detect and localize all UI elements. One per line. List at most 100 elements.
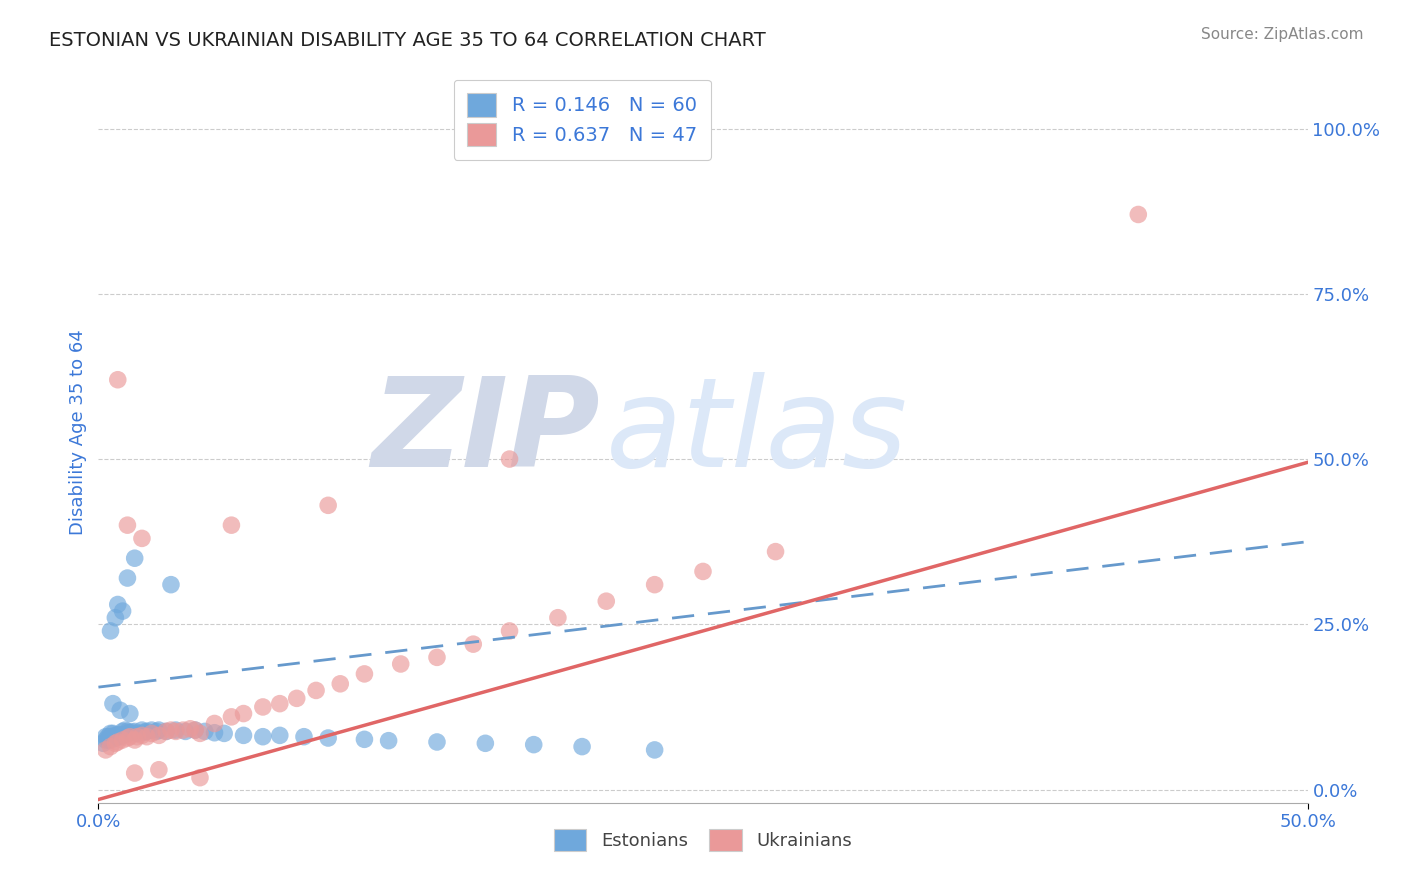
- Point: [463, 637, 485, 651]
- Point: [292, 730, 315, 744]
- Point: [104, 611, 127, 625]
- Point: [108, 730, 131, 744]
- Point: [124, 766, 146, 780]
- Point: [148, 763, 170, 777]
- Point: [426, 650, 449, 665]
- Point: [644, 743, 666, 757]
- Point: [692, 565, 714, 579]
- Point: [135, 730, 157, 744]
- Point: [269, 697, 291, 711]
- Point: [100, 624, 122, 638]
- Point: [94, 730, 117, 744]
- Point: [108, 703, 131, 717]
- Point: [184, 723, 207, 737]
- Point: [498, 624, 520, 638]
- Point: [595, 594, 617, 608]
- Point: [194, 724, 217, 739]
- Point: [547, 611, 569, 625]
- Point: [111, 724, 134, 739]
- Point: [131, 532, 153, 546]
- Point: [269, 728, 291, 742]
- Point: [111, 728, 134, 742]
- Point: [111, 733, 134, 747]
- Point: [131, 723, 153, 737]
- Point: [252, 730, 274, 744]
- Text: ESTONIAN VS UKRAINIAN DISABILITY AGE 35 TO 64 CORRELATION CHART: ESTONIAN VS UKRAINIAN DISABILITY AGE 35 …: [49, 31, 766, 50]
- Point: [91, 736, 114, 750]
- Point: [188, 726, 211, 740]
- Point: [389, 657, 412, 671]
- Point: [118, 725, 141, 739]
- Point: [148, 728, 170, 742]
- Point: [107, 730, 129, 744]
- Point: [131, 728, 153, 742]
- Point: [179, 722, 201, 736]
- Point: [111, 604, 134, 618]
- Point: [127, 726, 149, 740]
- Point: [204, 716, 226, 731]
- Point: [97, 730, 120, 744]
- Point: [100, 726, 122, 740]
- Point: [498, 452, 520, 467]
- Point: [141, 726, 163, 740]
- Point: [377, 733, 399, 747]
- Point: [329, 677, 352, 691]
- Point: [285, 691, 308, 706]
- Point: [101, 730, 124, 744]
- Point: [117, 726, 139, 740]
- Point: [160, 723, 183, 737]
- Point: [100, 733, 122, 747]
- Point: [353, 666, 375, 681]
- Point: [155, 724, 177, 739]
- Point: [172, 723, 194, 737]
- Point: [316, 731, 339, 745]
- Point: [204, 725, 226, 739]
- Point: [474, 736, 496, 750]
- Point: [184, 723, 207, 737]
- Point: [135, 724, 157, 739]
- Point: [100, 730, 122, 744]
- Point: [426, 735, 449, 749]
- Point: [97, 733, 120, 747]
- Point: [188, 771, 211, 785]
- Y-axis label: Disability Age 35 to 64: Disability Age 35 to 64: [69, 330, 87, 535]
- Point: [118, 706, 141, 721]
- Point: [145, 724, 167, 739]
- Point: [127, 730, 149, 744]
- Point: [117, 518, 139, 533]
- Point: [212, 726, 235, 740]
- Text: Source: ZipAtlas.com: Source: ZipAtlas.com: [1201, 27, 1364, 42]
- Point: [118, 730, 141, 744]
- Legend: Estonians, Ukrainians: Estonians, Ukrainians: [544, 821, 862, 861]
- Point: [165, 724, 187, 739]
- Point: [117, 724, 139, 739]
- Point: [101, 697, 124, 711]
- Point: [124, 724, 146, 739]
- Point: [1128, 207, 1150, 221]
- Text: ZIP: ZIP: [371, 372, 600, 493]
- Point: [148, 723, 170, 737]
- Point: [114, 723, 136, 737]
- Point: [316, 499, 339, 513]
- Point: [160, 577, 183, 591]
- Point: [114, 728, 136, 742]
- Point: [107, 598, 129, 612]
- Point: [765, 544, 787, 558]
- Point: [155, 724, 177, 739]
- Text: atlas: atlas: [606, 372, 908, 493]
- Point: [174, 724, 197, 739]
- Point: [121, 725, 143, 739]
- Point: [252, 700, 274, 714]
- Point: [232, 728, 254, 742]
- Point: [165, 723, 187, 737]
- Point: [107, 735, 129, 749]
- Point: [117, 731, 139, 745]
- Point: [94, 743, 117, 757]
- Point: [104, 728, 127, 742]
- Point: [124, 733, 146, 747]
- Point: [107, 728, 129, 742]
- Point: [232, 706, 254, 721]
- Point: [124, 551, 146, 566]
- Point: [644, 577, 666, 591]
- Point: [221, 518, 243, 533]
